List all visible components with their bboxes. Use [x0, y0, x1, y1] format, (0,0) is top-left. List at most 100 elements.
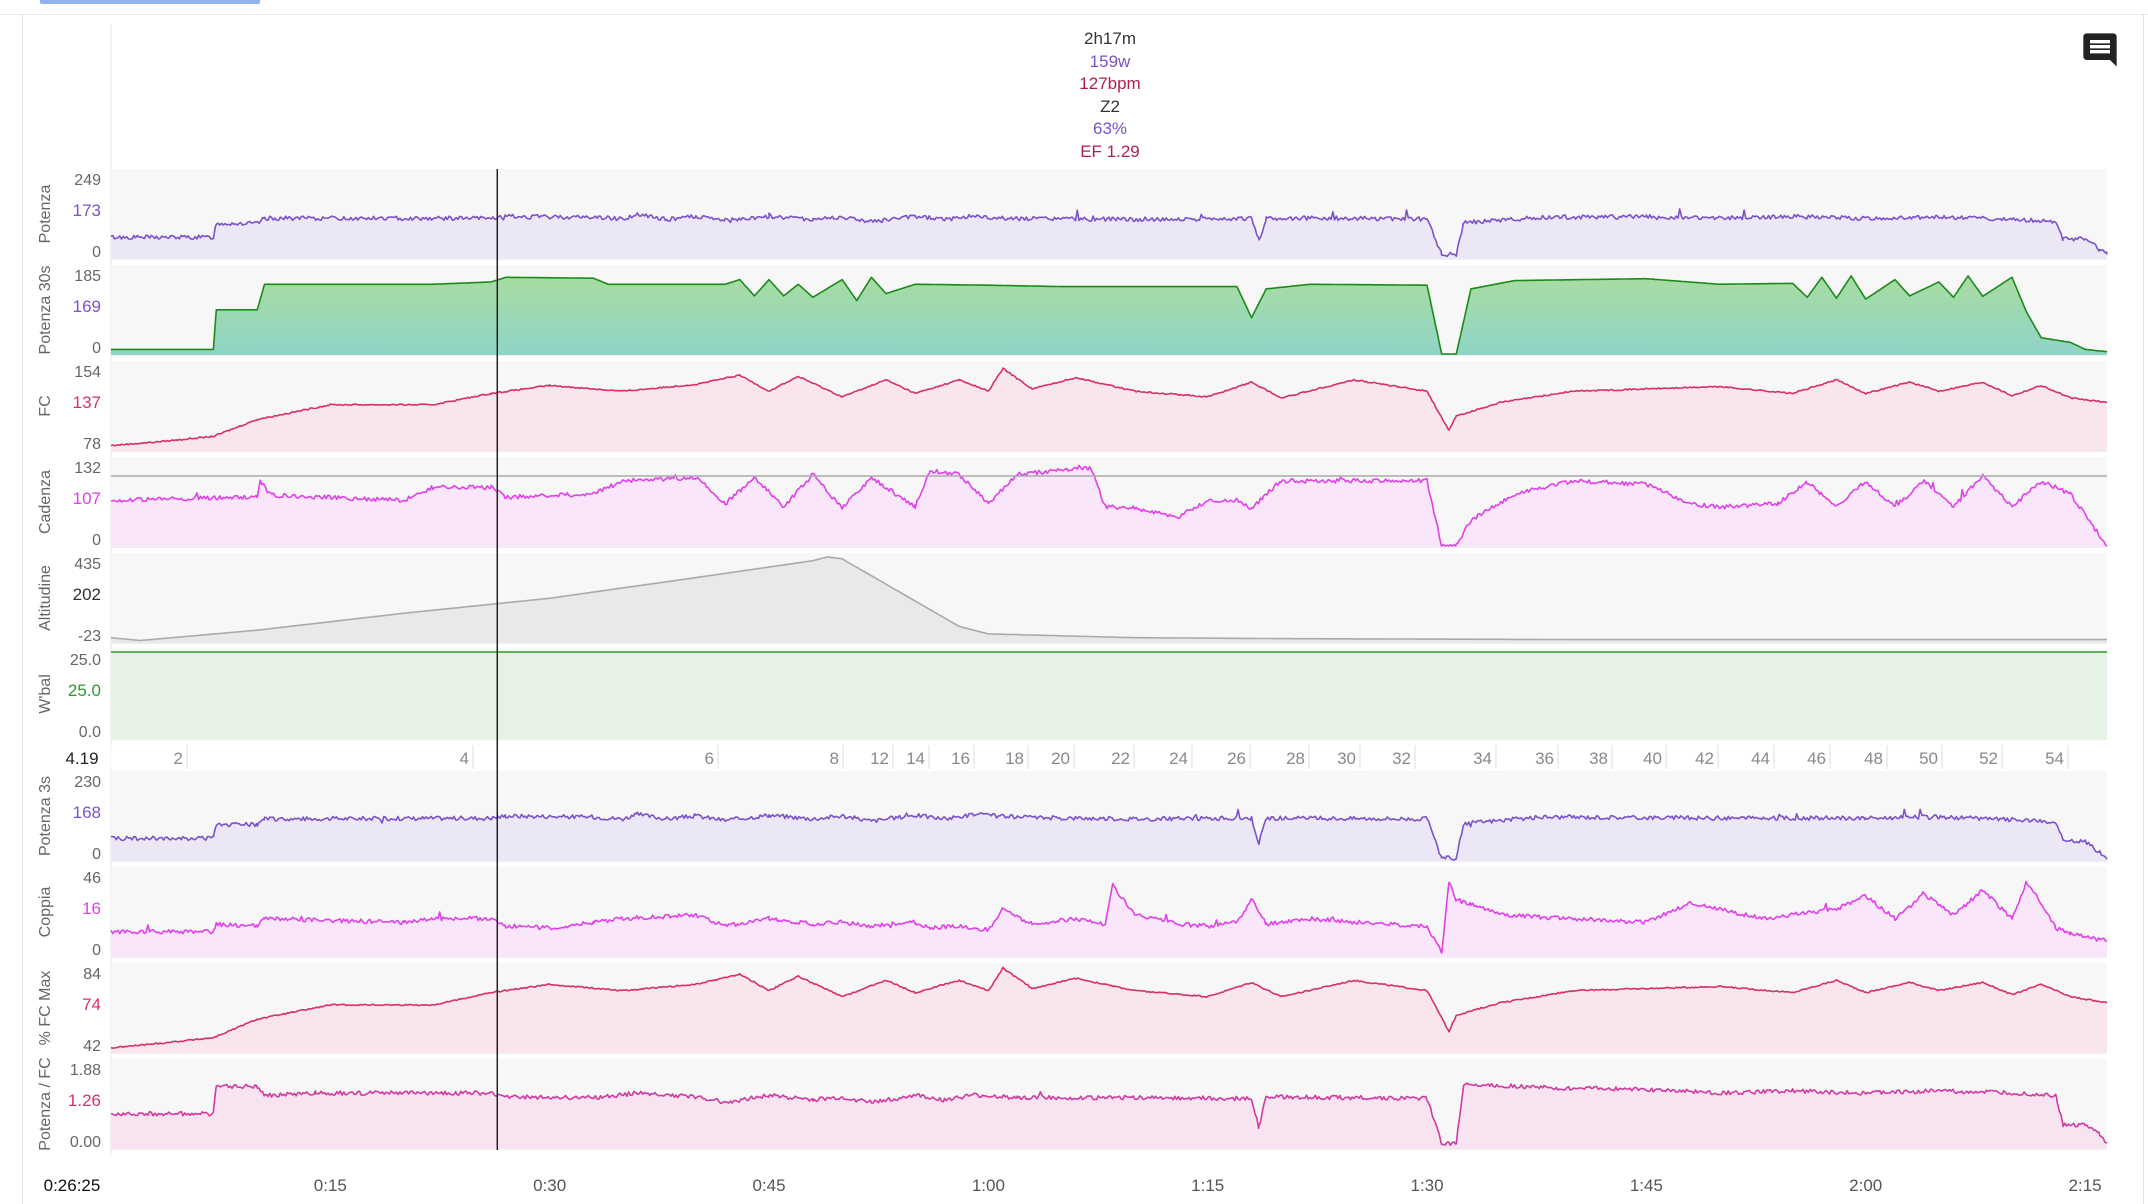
axis-label-power30: Potenza 30s — [37, 266, 54, 355]
y-tick-min-torque: 0 — [92, 942, 101, 959]
axis-label-torque: Coppia — [37, 887, 54, 938]
line-power3 — [110, 808, 2108, 861]
y-tick-min-cadence: 0 — [92, 532, 101, 549]
x-tick-label: 2:15 — [2069, 1176, 2102, 1195]
y-tick-max-altitude: 435 — [74, 556, 101, 573]
summary-duration: 2h17m — [1084, 29, 1136, 48]
activity-summary: 2h17m 159w 127bpm Z2 63% EF 1.29 — [1010, 28, 1210, 164]
y-tick-min-wbal: 0.0 — [79, 724, 101, 741]
interval-label: 38 — [1589, 749, 1608, 768]
y-value-torque: 16 — [82, 899, 101, 918]
interval-label: 52 — [1979, 749, 1998, 768]
interval-label: 28 — [1286, 749, 1305, 768]
interval-label: 40 — [1643, 749, 1662, 768]
interval-label: 42 — [1695, 749, 1714, 768]
axis-label-pw_hr: Potenza / FC — [37, 1057, 54, 1150]
active-tab-indicator — [40, 0, 260, 4]
summary-efficiency: EF 1.29 — [1080, 141, 1140, 161]
axis-label-altitude: Altitudine — [37, 565, 54, 631]
interval-label: 4 — [460, 749, 469, 768]
interval-label: 16 — [951, 749, 970, 768]
area-hr — [111, 368, 2107, 451]
interval-label: 34 — [1473, 749, 1492, 768]
line-altitude — [110, 556, 2107, 642]
summary-area — [111, 24, 2107, 154]
y-value-power3: 168 — [73, 803, 101, 822]
y-tick-max-power30: 185 — [74, 268, 101, 285]
interval-label: 14 — [906, 749, 925, 768]
axis-label-power3: Potenza 3s — [37, 776, 54, 856]
interval-label: 8 — [830, 749, 839, 768]
y-tick-min-power: 0 — [92, 244, 101, 261]
interval-label: 54 — [2045, 749, 2064, 768]
y-tick-min-altitude: -23 — [78, 628, 101, 645]
area-power3 — [111, 809, 2107, 861]
y-tick-max-hrmax: 84 — [83, 966, 101, 983]
axis-label-wbal: W'bal — [37, 674, 54, 714]
interval-label: 50 — [1919, 749, 1938, 768]
area-power30 — [111, 275, 2107, 355]
interval-label: 22 — [1111, 749, 1130, 768]
interval-start-label: 4.19 — [65, 749, 98, 768]
y-value-cadence: 107 — [73, 489, 101, 508]
line-power30 — [111, 275, 2108, 355]
line-hrmax — [110, 966, 2108, 1049]
summary-intensity: 63% — [1092, 119, 1128, 139]
axis-label-cadence: Cadenza — [37, 470, 54, 534]
line-power — [110, 208, 2108, 258]
area-wbal — [111, 652, 2107, 739]
axis-label-hrmax: % FC Max — [37, 971, 54, 1046]
interval-label: 26 — [1227, 749, 1246, 768]
summary-power: 159w — [1089, 51, 1131, 71]
y-tick-max-cadence: 132 — [74, 460, 101, 477]
interval-label: 36 — [1535, 749, 1554, 768]
y-tick-max-torque: 46 — [83, 870, 101, 887]
area-pw_hr — [111, 1083, 2107, 1149]
cursor-time-label: 0:26:25 — [44, 1176, 101, 1195]
area-power — [111, 208, 2107, 259]
interval-label: 44 — [1751, 749, 1770, 768]
summary-zone: Z2 — [1100, 96, 1120, 116]
y-value-power30: 169 — [73, 297, 101, 316]
y-tick-max-hr: 154 — [74, 364, 101, 381]
y-value-wbal: 25.0 — [68, 681, 101, 700]
y-tick-max-wbal: 25.0 — [70, 652, 101, 669]
interval-label: 6 — [705, 749, 714, 768]
x-tick-label: 0:45 — [752, 1176, 785, 1195]
y-tick-min-power30: 0 — [92, 340, 101, 357]
area-torque — [111, 881, 2107, 957]
axis-label-hr: FC — [37, 395, 54, 416]
y-value-pw_hr: 1.26 — [68, 1091, 101, 1110]
interval-label: 48 — [1864, 749, 1883, 768]
interval-label: 18 — [1005, 749, 1024, 768]
y-value-hr: 137 — [73, 393, 101, 412]
comment-icon — [2083, 33, 2117, 67]
interval-label: 2 — [174, 749, 183, 768]
comment-button[interactable] — [2080, 30, 2120, 70]
y-tick-min-power3: 0 — [92, 846, 101, 863]
interval-label: 30 — [1337, 749, 1356, 768]
area-hrmax — [111, 967, 2107, 1053]
x-tick-label: 2:00 — [1849, 1176, 1882, 1195]
y-value-power: 173 — [73, 201, 101, 220]
x-tick-label: 1:30 — [1410, 1176, 1443, 1195]
activity-chart-panel — [22, 14, 2144, 1204]
summary-heart-rate: 127bpm — [1079, 74, 1141, 94]
y-tick-min-hr: 78 — [83, 436, 101, 453]
y-tick-max-power: 249 — [74, 172, 101, 189]
line-cadence — [110, 464, 2108, 547]
y-value-hrmax: 74 — [82, 995, 101, 1014]
top-tab-bar — [0, 0, 2148, 15]
y-tick-min-pw_hr: 0.00 — [70, 1134, 101, 1151]
y-tick-max-power3: 230 — [74, 774, 101, 791]
area-altitude — [111, 556, 2107, 643]
interval-label: 46 — [1807, 749, 1826, 768]
x-tick-label: 1:00 — [972, 1176, 1005, 1195]
y-value-altitude: 202 — [73, 585, 101, 604]
interval-label: 12 — [870, 749, 889, 768]
line-hr — [110, 367, 2108, 447]
x-tick-label: 1:15 — [1191, 1176, 1224, 1195]
x-tick-label: 0:15 — [314, 1176, 347, 1195]
interval-label: 20 — [1051, 749, 1070, 768]
